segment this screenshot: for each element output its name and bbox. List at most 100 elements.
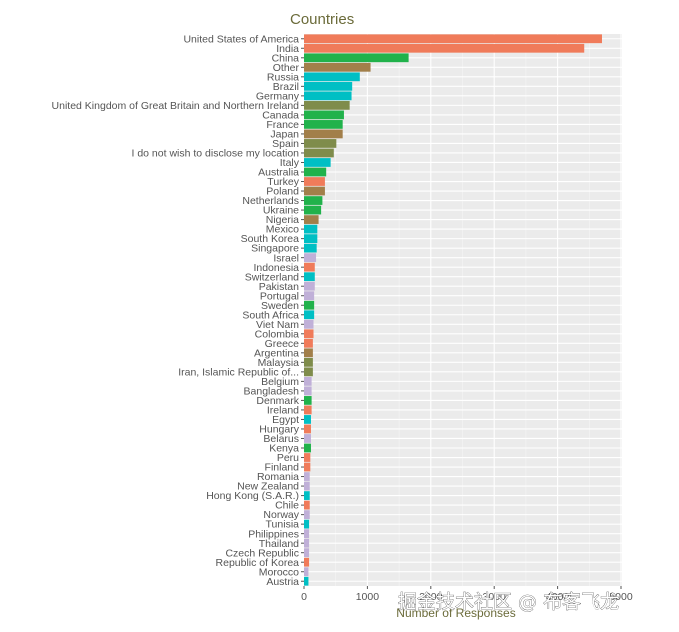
bar: [304, 329, 314, 339]
bar: [304, 215, 319, 224]
chart-title: Countries: [290, 11, 354, 28]
bar: [304, 148, 334, 158]
y-tick-label: Iran, Islamic Republic of...: [178, 366, 299, 378]
bar: [304, 310, 315, 320]
bar: [304, 167, 327, 177]
bar: [304, 224, 318, 234]
bar: [304, 462, 311, 472]
x-axis-title: Number of Responses: [396, 606, 515, 620]
y-tick-label: Singapore: [251, 243, 299, 255]
y-tick-label: Argentina: [254, 347, 299, 359]
y-tick-label: Chile: [275, 500, 299, 512]
bars: [304, 34, 602, 586]
bar: [304, 348, 313, 358]
bar: [304, 338, 313, 348]
y-tick-label: Morocco: [259, 566, 299, 578]
x-axis-labels: 0 1000 2000 3000 4000 5000: [301, 591, 633, 603]
y-tick-label: United Kingdom of Great Britain and Nort…: [52, 100, 300, 112]
y-tick-label: Portugal: [260, 290, 299, 302]
bar: [304, 243, 317, 253]
y-tick-label: South Korea: [241, 233, 300, 245]
bar: [304, 43, 585, 53]
bar: [304, 281, 315, 291]
y-tick-label: Belarus: [263, 433, 299, 445]
bar: [304, 357, 313, 367]
y-tick-label: Turkey: [267, 176, 299, 188]
bar: [304, 386, 312, 396]
bar: [304, 548, 310, 558]
y-tick-label: Kenya: [269, 443, 299, 455]
bar: [304, 158, 331, 167]
y-tick-label: Brazil: [273, 81, 299, 93]
y-tick-label: Republic of Korea: [216, 557, 300, 569]
bar: [304, 396, 312, 405]
y-tick-label: Spain: [272, 138, 299, 150]
bar: [304, 434, 311, 443]
y-tick-label: Ukraine: [263, 205, 299, 217]
y-tick-label: Colombia: [255, 328, 300, 340]
y-tick-label: Philippines: [248, 528, 299, 540]
y-tick-label: Nigeria: [266, 214, 299, 226]
y-tick-label: New Zealand: [237, 481, 299, 493]
y-tick-label: Greece: [265, 338, 300, 350]
y-tick-label: Finland: [265, 462, 300, 474]
y-tick-label: Canada: [262, 109, 299, 121]
y-axis-ticks: [301, 38, 304, 582]
y-tick-label: South Africa: [242, 309, 299, 321]
bar: [304, 510, 310, 519]
y-tick-label: Japan: [270, 129, 299, 141]
bar: [304, 101, 350, 110]
y-tick-label: I do not wish to disclose my location: [132, 148, 300, 160]
bar: [304, 196, 323, 205]
bar: [304, 53, 409, 63]
y-tick-label: Other: [273, 62, 300, 74]
bar: [304, 367, 313, 377]
bar: [304, 500, 310, 510]
bar: [304, 291, 315, 301]
y-tick-label: Germany: [256, 90, 300, 102]
bar: [304, 424, 311, 434]
bar: [304, 557, 310, 567]
y-tick-label: United States of America: [183, 33, 299, 45]
y-tick-label: Italy: [280, 157, 300, 169]
y-tick-label: Romania: [257, 471, 299, 483]
bar: [304, 253, 317, 263]
bar: [304, 443, 311, 453]
y-tick-label: India: [276, 43, 299, 55]
bar: [304, 62, 371, 72]
y-tick-label: Norway: [263, 509, 299, 521]
bar: [304, 72, 360, 82]
y-tick-label: Czech Republic: [225, 547, 299, 559]
x-axis-ticks: [303, 586, 622, 589]
watermark: 掘金技术社区 @ 布客飞龙: [398, 591, 619, 613]
y-tick-label: Mexico: [266, 224, 299, 236]
bar: [304, 177, 325, 186]
bar: [304, 529, 310, 539]
y-tick-label: Austria: [266, 576, 299, 588]
bar: [304, 472, 310, 481]
x-tick-label: 2000: [419, 591, 443, 603]
bar: [304, 405, 312, 415]
bar: [304, 377, 312, 386]
bar: [304, 519, 310, 529]
y-tick-label: France: [266, 119, 299, 131]
y-tick-label: Tunisia: [266, 519, 300, 531]
x-tick-label: 1000: [356, 591, 380, 603]
y-tick-label: Switzerland: [245, 271, 299, 283]
bar: [304, 91, 352, 101]
y-tick-label: China: [272, 52, 300, 64]
y-tick-label: Peru: [277, 452, 299, 464]
y-tick-label: Indonesia: [253, 262, 299, 274]
y-tick-label: Denmark: [256, 395, 299, 407]
bar: [304, 262, 315, 272]
x-tick-label: 4000: [546, 591, 570, 603]
y-tick-label: Hong Kong (S.A.R.): [206, 490, 299, 502]
bar: [304, 120, 343, 129]
y-tick-label: Thailand: [259, 538, 299, 550]
y-tick-label: Hungary: [259, 424, 299, 436]
y-tick-label: Belgium: [261, 376, 299, 388]
bar: [304, 139, 337, 148]
y-tick-label: Russia: [267, 71, 299, 83]
y-tick-label: Viet Nam: [256, 319, 299, 331]
y-tick-label: Netherlands: [242, 195, 299, 207]
